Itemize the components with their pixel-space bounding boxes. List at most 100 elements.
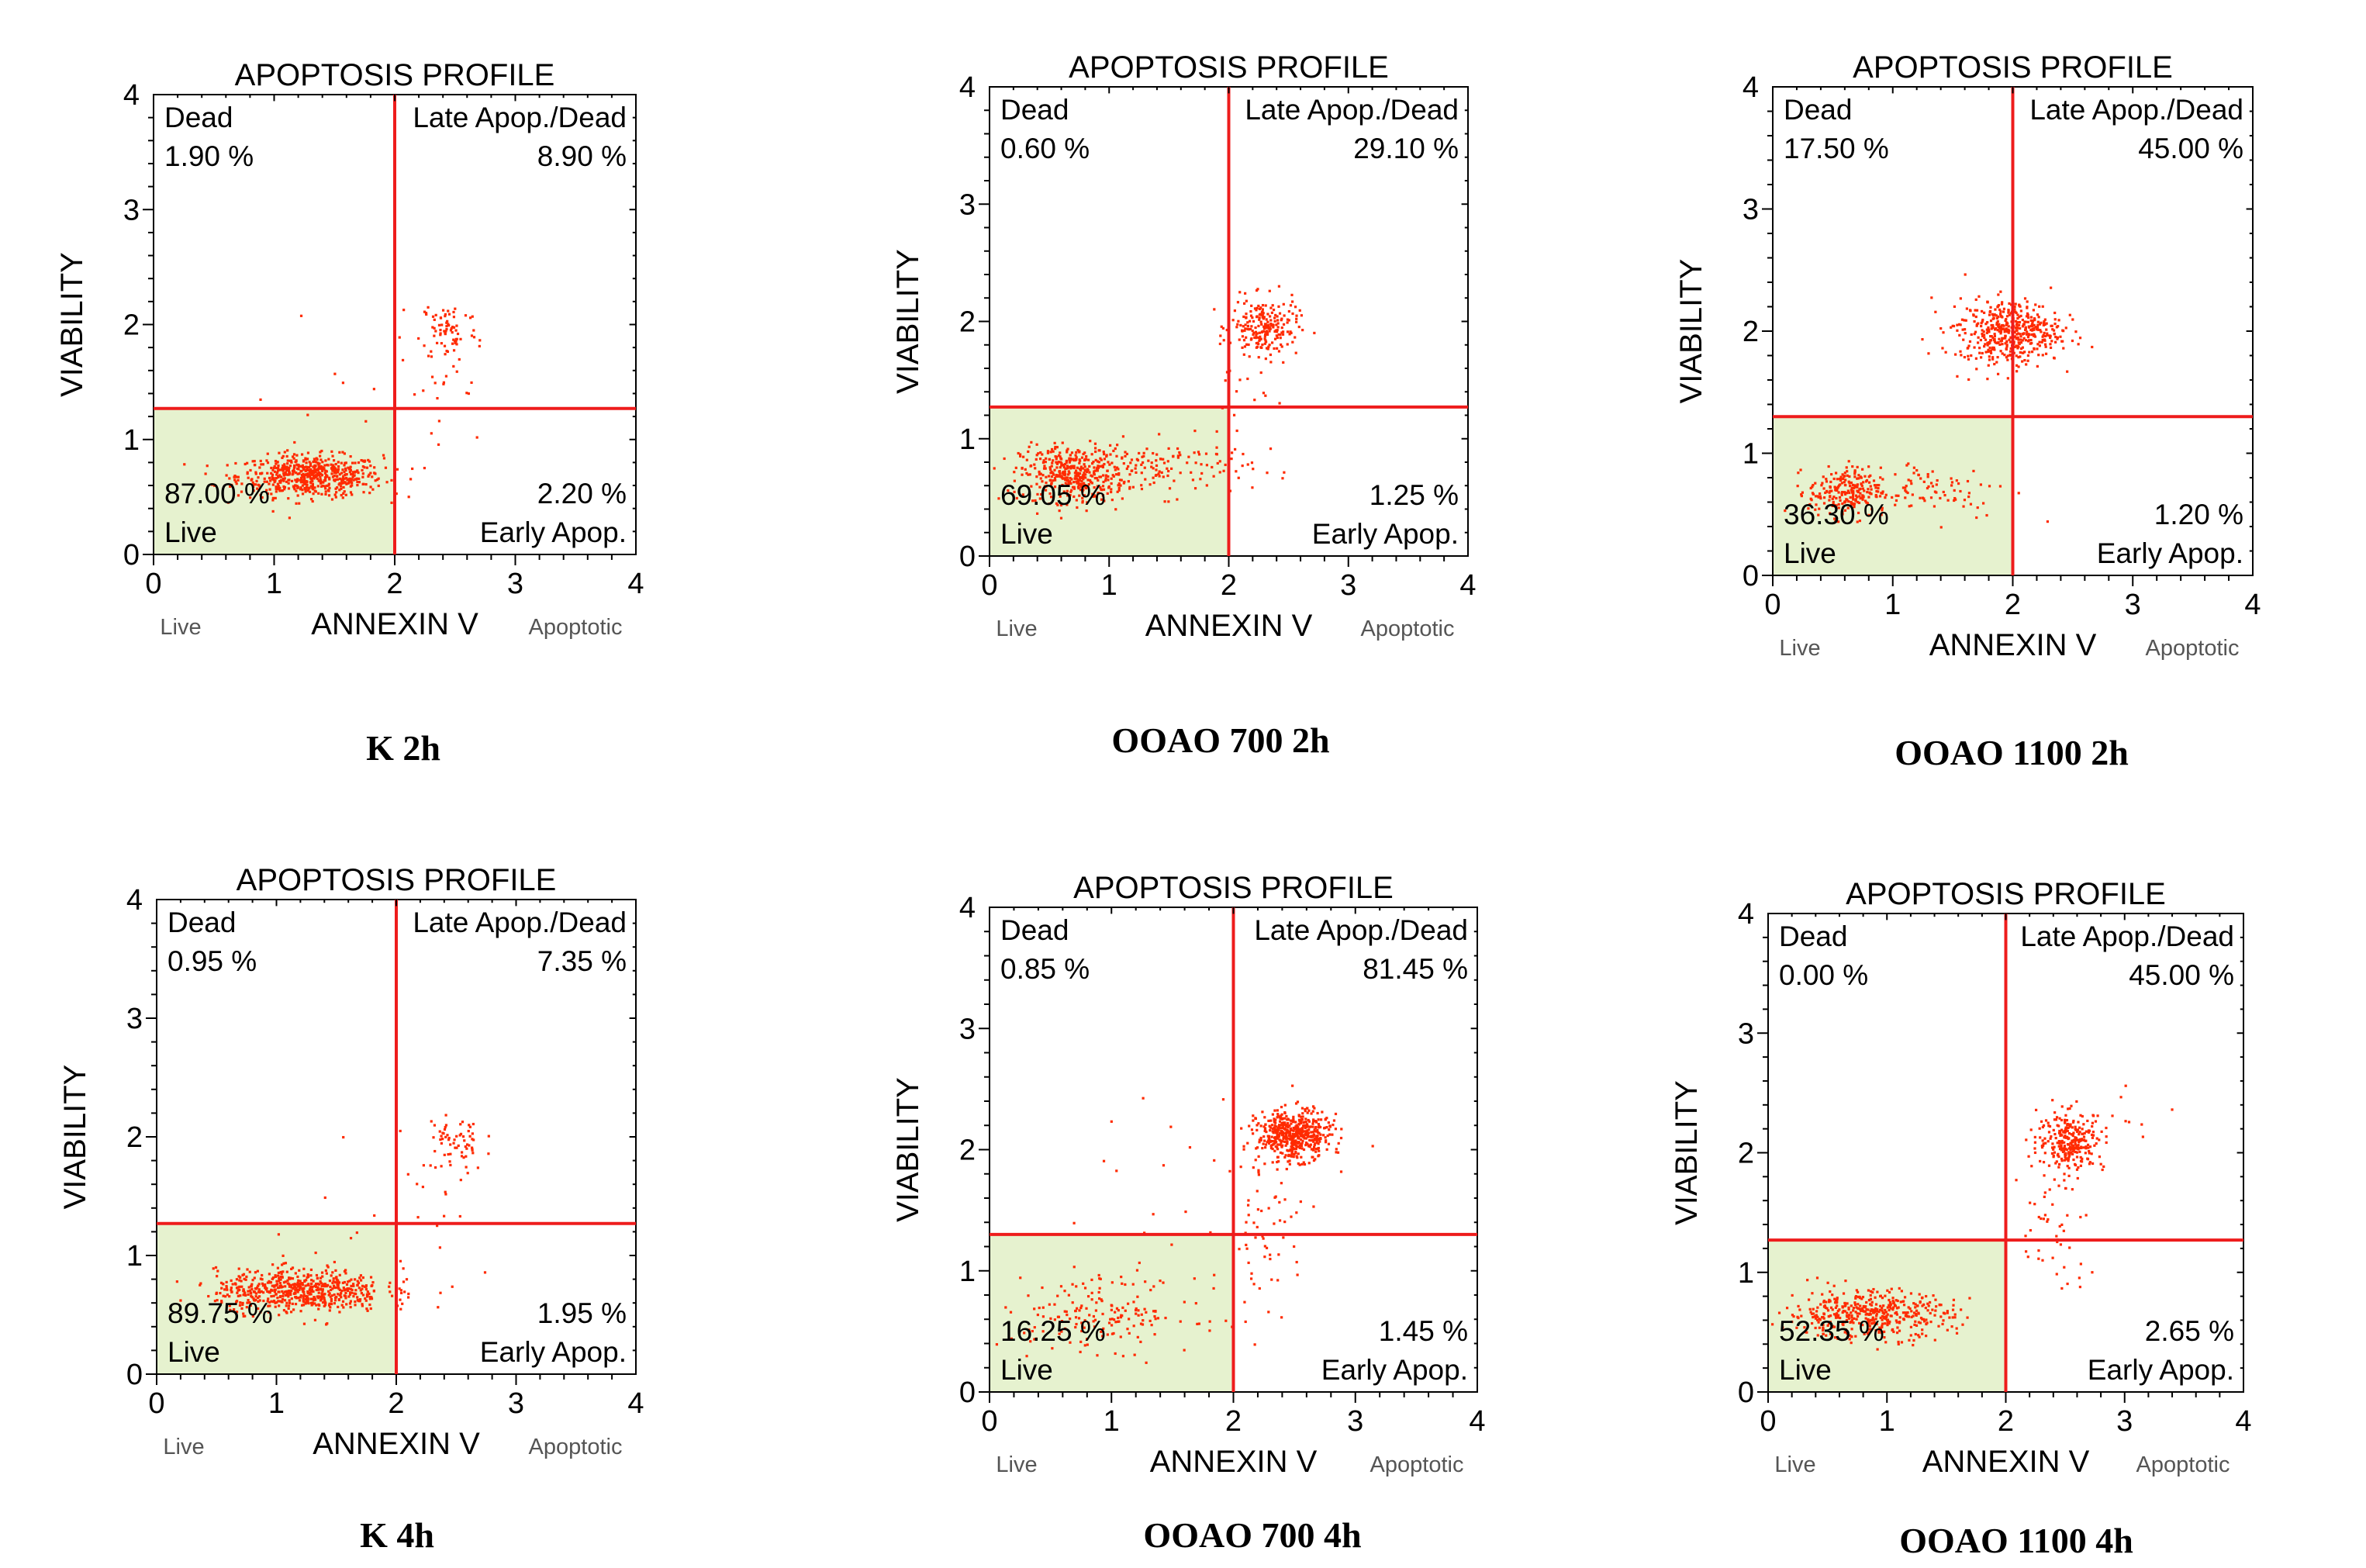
scatter-point — [1883, 1315, 1886, 1318]
scatter-point — [1257, 1173, 1260, 1176]
scatter-point — [296, 1290, 299, 1293]
scatter-point — [1883, 1311, 1886, 1314]
scatter-point — [1831, 1308, 1834, 1311]
scatter-point — [1059, 455, 1062, 458]
scatter-point — [1289, 1138, 1292, 1141]
scatter-point — [1950, 481, 1954, 484]
y-tick-label: 3 — [1743, 194, 1759, 226]
scatter-point — [1875, 496, 1878, 499]
scatter-point — [1218, 471, 1221, 474]
scatter-point — [1051, 461, 1054, 465]
quadrant-early-value: 1.45 % — [1379, 1315, 1468, 1347]
scatter-point — [443, 1214, 446, 1217]
scatter-point — [1905, 1312, 1908, 1315]
scatter-point — [439, 328, 442, 332]
scatter-point — [330, 1297, 333, 1301]
scatter-point — [1270, 311, 1273, 314]
scatter-point — [1943, 493, 1946, 497]
scatter-point — [1919, 1300, 1922, 1304]
scatter-point — [2029, 316, 2033, 319]
scatter-point — [1093, 447, 1097, 450]
scatter-point — [1900, 1290, 1903, 1293]
scatter-point — [452, 349, 456, 352]
scatter-point — [1067, 1293, 1070, 1297]
quadrant-dead-value: 0.60 % — [1000, 133, 1090, 164]
scatter-point — [1865, 1307, 1868, 1311]
scatter-point — [288, 1304, 291, 1307]
scatter-point — [1035, 482, 1038, 485]
scatter-point — [1039, 477, 1042, 480]
scatter-point — [2016, 316, 2019, 320]
scatter-point — [1838, 1308, 1841, 1311]
scatter-point — [247, 1286, 250, 1289]
scatter-point — [2078, 337, 2082, 340]
scatter-point — [336, 1281, 340, 1285]
scatter-point — [2062, 347, 2065, 350]
scatter-point — [1891, 1328, 1894, 1331]
scatter-point — [1857, 477, 1860, 480]
x-axis-label: ANNEXIN V — [1145, 609, 1313, 643]
scatter-point — [1834, 1299, 1838, 1303]
scatter-point — [1280, 1121, 1283, 1124]
scatter-point — [363, 460, 366, 463]
scatter-point — [2079, 1155, 2082, 1159]
scatter-point — [301, 484, 304, 487]
scatter-point — [2000, 324, 2004, 327]
scatter-point — [1070, 478, 1073, 481]
scatter-point — [298, 1269, 301, 1272]
scatter-point — [229, 485, 232, 488]
scatter-point — [1922, 1318, 1926, 1321]
scatter-point — [2000, 315, 2003, 318]
scatter-point — [1178, 451, 1181, 454]
scatter-point — [354, 1292, 357, 1296]
scatter-point — [1053, 1303, 1056, 1306]
scatter-point — [2047, 1121, 2050, 1124]
scatter-point — [1988, 310, 1991, 313]
scatter-point — [1090, 453, 1093, 456]
scatter-point — [444, 330, 447, 333]
scatter-point — [1298, 1163, 1301, 1166]
scatter-point — [1888, 1298, 1891, 1302]
quadrant-late-value: 45.00 % — [2138, 133, 2243, 164]
scatter-point — [1841, 1306, 1844, 1309]
scatter-point — [1166, 467, 1169, 470]
scatter-point — [1287, 1121, 1290, 1125]
scatter-point — [2016, 336, 2019, 339]
scatter-point — [2098, 1138, 2101, 1141]
scatter-point — [1328, 1128, 1331, 1131]
scatter-point — [1816, 1334, 1819, 1337]
scatter-point — [1981, 320, 1984, 323]
scatter-point — [1844, 1280, 1847, 1283]
scatter-point — [1877, 484, 1881, 487]
scatter-point — [364, 1299, 368, 1302]
scatter-point — [306, 1275, 310, 1278]
scatter-point — [1269, 1129, 1272, 1132]
scatter-point — [359, 1274, 363, 1277]
scatter-point — [2087, 1146, 2090, 1149]
scatter-point — [1292, 1155, 1295, 1159]
scatter-point — [343, 1269, 347, 1273]
scatter-point — [1852, 1307, 1855, 1310]
scatter-point — [292, 470, 296, 473]
scatter-point — [447, 323, 450, 326]
scatter-point — [247, 1290, 250, 1293]
scatter-point — [268, 488, 271, 491]
scatter-point — [1857, 1303, 1860, 1306]
scatter-point — [296, 494, 299, 497]
scatter-point — [435, 341, 439, 345]
scatter-point — [325, 1272, 328, 1275]
scatter-point — [1090, 1298, 1093, 1301]
scatter-point — [1290, 1128, 1293, 1132]
scatter-point — [273, 1288, 276, 1291]
scatter-point — [1276, 329, 1279, 332]
scatter-point — [1292, 1129, 1295, 1132]
scatter-point — [1857, 474, 1860, 477]
scatter-point — [1265, 318, 1268, 321]
scatter-point — [1004, 1306, 1007, 1309]
scatter-point — [365, 466, 369, 469]
scatter-point — [1273, 319, 1276, 323]
scatter-point — [246, 1301, 249, 1304]
scatter-point — [278, 1278, 282, 1281]
scatter-point — [340, 1289, 344, 1293]
scatter-point — [309, 468, 313, 471]
